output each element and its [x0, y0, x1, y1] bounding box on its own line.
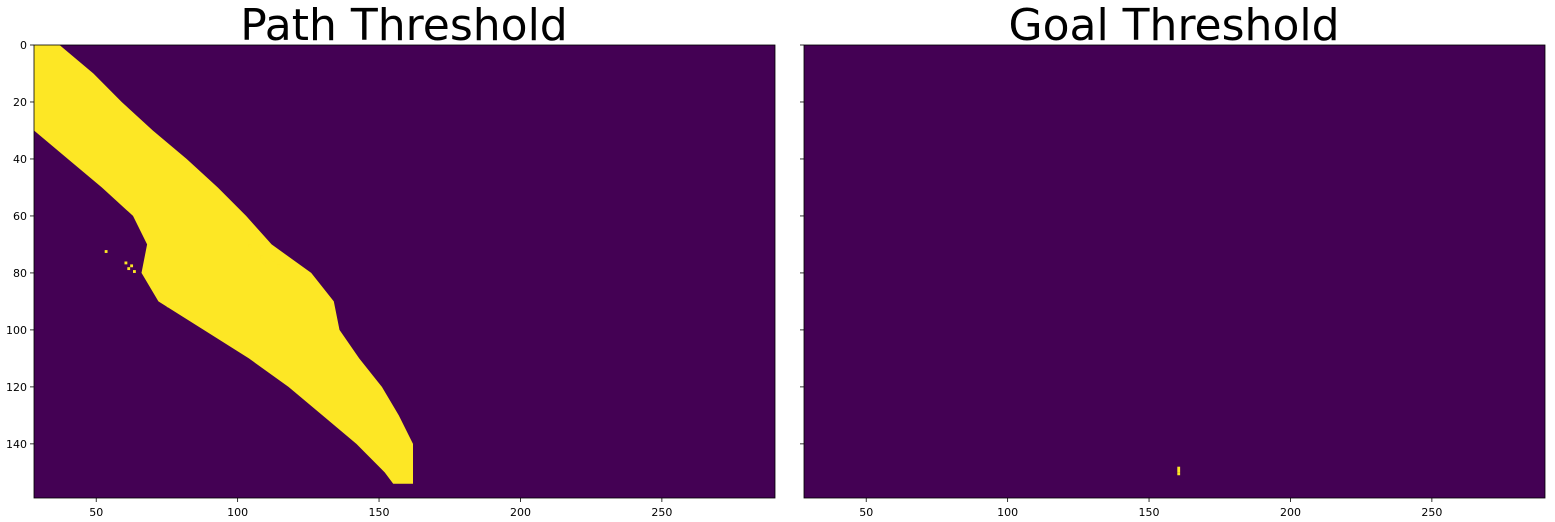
y-tick-label: 60	[13, 210, 27, 223]
plot-frame	[33, 44, 776, 499]
y-tick-label: 0	[20, 39, 27, 52]
threshold-pixel	[130, 264, 134, 268]
x-tick-label: 250	[1421, 506, 1442, 519]
plot-frame	[803, 44, 1546, 499]
threshold-pixel	[133, 270, 136, 273]
x-tick-label: 200	[1280, 506, 1301, 519]
threshold-pixel	[265, 261, 269, 265]
chart-title-goal: Goal Threshold	[1008, 0, 1339, 51]
plot-area-path	[33, 44, 776, 499]
threshold-pixel	[240, 230, 244, 234]
y-tick-label: 140	[6, 438, 27, 451]
panel-goal-threshold: Goal Threshold 50 100 150 200 250	[800, 0, 1546, 519]
threshold-pixel	[1177, 466, 1181, 470]
plot-area-goal	[803, 44, 1546, 499]
heatmap-background	[804, 45, 1545, 498]
threshold-pixel	[166, 304, 170, 308]
x-tick-label: 50	[859, 506, 873, 519]
x-tick-label: 150	[1139, 506, 1160, 519]
threshold-pixel	[104, 250, 108, 253]
y-tick-label: 80	[13, 267, 27, 280]
threshold-pixel	[1177, 472, 1181, 476]
threshold-pixel	[127, 267, 131, 271]
threshold-pixel	[124, 261, 128, 265]
y-tick-label: 20	[13, 96, 27, 109]
threshold-pixel	[1177, 469, 1181, 473]
axis-ticks-path: 50 100 150 200 250 0 20 40 60 80 100 120 140	[6, 39, 672, 519]
panel-path-threshold: Path Threshold 50 100 150 200 250 0 20 40 60 80 10…	[6, 0, 776, 519]
threshold-pixel	[248, 244, 252, 248]
x-tick-label: 150	[369, 506, 390, 519]
threshold-pixel	[260, 255, 264, 259]
path-region	[34, 45, 413, 484]
x-tick-label: 200	[510, 506, 531, 519]
x-tick-label: 250	[651, 506, 672, 519]
axis-ticks-goal: 50 100 150 200 250	[800, 44, 1442, 519]
x-tick-label: 50	[89, 506, 103, 519]
x-tick-label: 100	[227, 506, 248, 519]
threshold-pixel	[254, 250, 258, 253]
chart-title-path: Path Threshold	[240, 0, 568, 51]
y-tick-label: 100	[6, 324, 27, 337]
threshold-pixel	[277, 264, 281, 268]
threshold-pixel	[271, 258, 275, 262]
y-tick-label: 120	[6, 381, 27, 394]
x-tick-label: 100	[997, 506, 1018, 519]
y-tick-label: 40	[13, 153, 27, 166]
